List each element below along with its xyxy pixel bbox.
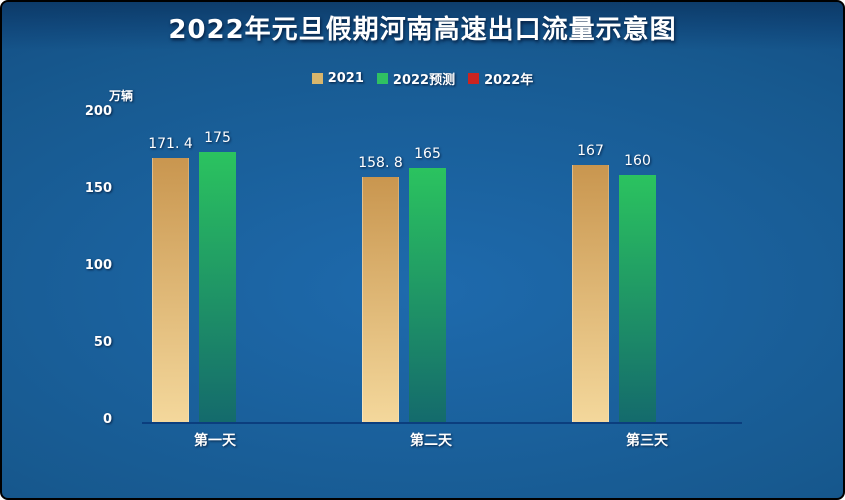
bar-value-label: 167 xyxy=(577,143,604,159)
bar-2022预测-第二天 xyxy=(409,168,446,423)
y-axis-unit-label: 万辆 xyxy=(109,89,134,103)
x-tick-label: 第三天 xyxy=(626,433,668,449)
bar-2021-第三天 xyxy=(572,165,609,423)
legend-label: 2021 xyxy=(327,71,364,86)
legend: 2021 2022预测 2022年 xyxy=(2,69,843,88)
legend-swatch xyxy=(311,73,323,84)
x-tick-label: 第二天 xyxy=(410,433,452,449)
bar-value-label: 165 xyxy=(414,146,441,162)
y-tick-label: 150 xyxy=(84,181,112,196)
legend-swatch xyxy=(376,73,388,84)
bar-2021-第一天 xyxy=(152,158,189,423)
legend-item: 2022年 xyxy=(468,69,533,88)
legend-item: 2021 xyxy=(311,71,364,86)
y-tick-label: 0 xyxy=(102,412,112,427)
bar-2021-第二天 xyxy=(362,177,399,423)
bar-2022预测-第三天 xyxy=(619,175,656,423)
legend-label: 2022预测 xyxy=(392,73,456,88)
y-tick-label: 50 xyxy=(93,335,112,350)
y-tick-label: 200 xyxy=(84,104,112,119)
legend-swatch xyxy=(468,73,480,84)
bar-value-label: 158. 8 xyxy=(358,155,403,171)
bar-value-label: 171. 4 xyxy=(148,136,193,152)
chart-title: 2022年元旦假期河南高速出口流量示意图 xyxy=(168,15,677,45)
x-tick-label: 第一天 xyxy=(194,433,236,449)
legend-item: 2022预测 xyxy=(376,69,456,88)
bar-2022预测-第一天 xyxy=(199,152,236,423)
bar-value-label: 175 xyxy=(204,130,231,146)
x-axis-line xyxy=(142,422,742,424)
title-band xyxy=(2,2,843,50)
y-tick-label: 100 xyxy=(84,258,112,273)
bar-value-label: 160 xyxy=(624,153,651,169)
legend-label: 2022年 xyxy=(484,73,534,88)
